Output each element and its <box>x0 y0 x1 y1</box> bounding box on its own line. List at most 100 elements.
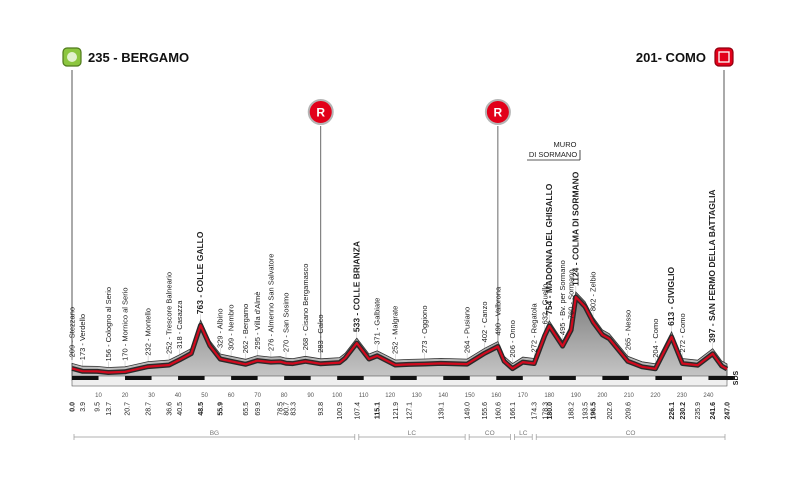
km-band <box>655 376 682 380</box>
waypoint-label: 273 - Oggiono <box>420 305 429 353</box>
elevation-profile <box>71 291 735 387</box>
km-mark: 202.6 <box>607 402 614 420</box>
km-mark: 139.1 <box>438 402 445 420</box>
waypoint-label: 760 - Sormano <box>567 269 576 319</box>
km-mark: 80.7 <box>284 402 291 416</box>
axis-tick-label: 100 <box>332 393 343 399</box>
axis-tick-label: 60 <box>228 393 235 399</box>
waypoint-label: 232 - Montello <box>144 308 153 356</box>
axis-tick-label: 20 <box>122 393 129 399</box>
km-mark: 93.8 <box>318 402 325 416</box>
km-mark: 83.3 <box>290 402 297 416</box>
km-mark: 230.2 <box>680 402 687 420</box>
axis-end-label: SDS <box>733 370 740 385</box>
waypoint-label: 1124 - COLMA DI SORMANO <box>570 171 580 286</box>
km-mark: 115.1 <box>375 402 382 419</box>
waypoint-label: 495 - Bv. per Sormano <box>558 260 567 335</box>
waypoint-label: 268 - Cisano Bergamasco <box>301 264 310 351</box>
km-mark: 65.5 <box>243 402 250 416</box>
refuel-icon <box>307 99 334 125</box>
axis-tick-label: 120 <box>385 393 396 399</box>
axis-tick-label: 50 <box>201 393 208 399</box>
km-band <box>125 376 152 380</box>
segment-label: LC <box>408 430 417 437</box>
waypoint-label: 204 - Como <box>651 319 660 358</box>
km-marks: 0.0 3.9 9.5 13.7 20.7 28.7 36.6 40.5 48.5 55.9 65.… <box>70 402 732 420</box>
km-mark: 235.9 <box>695 402 702 420</box>
waypoint-label: 173 - Verdello <box>78 314 87 360</box>
km-mark: 226.1 <box>669 402 676 420</box>
km-band <box>178 376 205 380</box>
waypoint-label: 329 - Albino <box>216 308 225 348</box>
refuel-label: R <box>494 106 503 120</box>
km-mark: 69.9 <box>255 402 262 416</box>
waypoint-label: 272 - Como <box>678 313 687 352</box>
km-mark: 13.7 <box>106 402 113 416</box>
finish-label: 201- COMO <box>636 50 706 65</box>
muro-annotation: MURO DI SORMANO <box>527 140 581 161</box>
waypoint-label: 283 - Calco <box>316 314 325 352</box>
km-mark: 3.9 <box>80 402 87 412</box>
km-mark: 209.6 <box>625 402 632 420</box>
axis-tick-label: 170 <box>518 393 529 399</box>
axis-tick-label: 90 <box>307 393 314 399</box>
km-band <box>496 376 523 380</box>
waypoint-label: 270 - San Sosimo <box>282 293 291 353</box>
road-line <box>71 295 728 374</box>
km-band <box>72 376 99 380</box>
muro-label-line-1: MURO <box>554 140 577 149</box>
finish-flag-icon <box>714 47 734 67</box>
km-band <box>602 376 629 380</box>
axis-tick-label: 110 <box>359 393 369 399</box>
km-band <box>708 376 735 380</box>
waypoint-label: 252 - Malgrate <box>391 306 400 354</box>
km-mark: 188.2 <box>569 402 576 420</box>
waypoint-label: 763 - COLLE GALLO <box>195 231 205 314</box>
finish-marker: 201- COMO <box>636 47 734 370</box>
km-band <box>549 376 576 380</box>
waypoint-labels: 209 - Stezzano 173 - Verdello 156 - Cologn… <box>68 171 718 361</box>
km-mark: 247.0 <box>725 402 732 420</box>
km-mark: 160.6 <box>495 402 502 420</box>
km-mark: 121.9 <box>393 402 400 420</box>
km-mark: 48.5 <box>198 402 205 416</box>
waypoint-label: 318 - Casazza <box>175 300 184 349</box>
km-mark: 55.9 <box>218 402 225 416</box>
waypoint-label: 397 - SAN FERMO DELLA BATTAGLIA <box>707 189 717 342</box>
km-band <box>443 376 470 380</box>
km-mark: 36.6 <box>167 402 174 416</box>
axis-tick-label: 70 <box>254 393 261 399</box>
km-mark: 0.0 <box>70 402 77 412</box>
km-mark: 155.6 <box>482 402 489 420</box>
segment-label: BG <box>210 430 219 437</box>
waypoint-label: 295 - Villa d'Almè <box>253 292 262 350</box>
axis-tick-label: 230 <box>677 393 688 399</box>
waypoint-label: 252 - Trescore Balneario <box>165 272 174 354</box>
axis-tick-label: 190 <box>571 393 582 399</box>
axis-tick-label: 220 <box>650 393 661 399</box>
km-mark: 149.0 <box>465 402 472 420</box>
waypoint-label: 371 - Galbiate <box>373 298 382 345</box>
start-marker: 235 - BERGAMO <box>62 47 189 360</box>
km-band <box>390 376 417 380</box>
axis-tick-label: 210 <box>624 393 635 399</box>
km-mark: 40.5 <box>177 402 184 416</box>
km-mark: 107.4 <box>354 402 361 420</box>
axis-tick-label: 80 <box>281 393 288 399</box>
km-mark: 193.5 <box>583 402 590 420</box>
waypoint-label: 272 - Regatola <box>530 302 539 352</box>
muro-label-line-2: DI SORMANO <box>529 150 578 159</box>
km-mark: 28.7 <box>146 402 153 416</box>
axis-tick-label: 130 <box>412 393 423 399</box>
segment-label: CO <box>485 430 495 437</box>
waypoint-label: 156 - Cologno al Serio <box>104 287 113 362</box>
waypoint-label: 262 - Bergamo <box>241 304 250 354</box>
axis-tick-label: 200 <box>597 393 608 399</box>
waypoint-label: 264 - Pusiano <box>463 307 472 353</box>
refuel-icon <box>484 99 511 125</box>
segment-label: CO <box>626 430 636 437</box>
km-mark: 166.1 <box>510 402 517 420</box>
